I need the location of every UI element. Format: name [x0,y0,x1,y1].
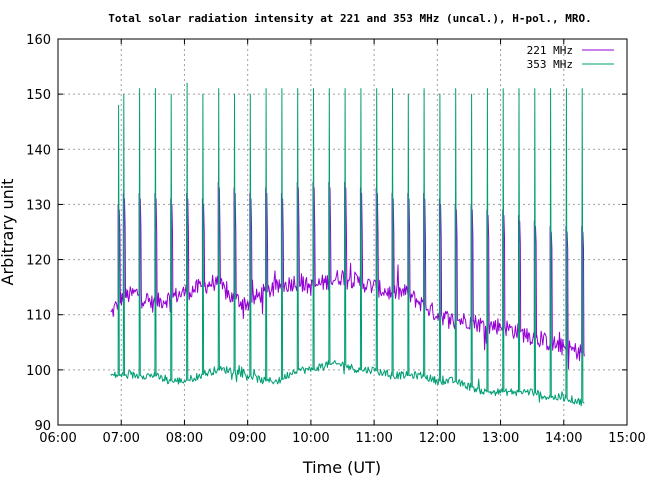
x-tick-label: 07:00 [102,431,139,446]
x-tick-label: 15:00 [608,431,645,446]
y-tick-label: 140 [26,143,51,158]
x-axis-label: Time (UT) [302,458,381,477]
x-tick-label: 06:00 [39,431,76,446]
chart-title: Total solar radiation intensity at 221 a… [108,12,591,25]
legend: 221 MHz 353 MHz [527,44,614,71]
y-tick-label: 100 [26,364,51,379]
plot-area [110,82,585,407]
y-tick-label: 90 [34,419,51,434]
y-tick-label: 120 [26,254,51,269]
x-tick-label: 10:00 [292,431,329,446]
y-tick-label: 160 [26,33,51,48]
y-tick-label: 130 [26,198,51,213]
grid [58,39,627,425]
y-axis-label: Arbitrary unit [0,179,17,286]
x-tick-label: 14:00 [545,431,582,446]
x-tick-label: 13:00 [482,431,519,446]
legend-label-221: 221 MHz [527,44,573,57]
series-line-221mhz [110,181,585,370]
y-tick-label: 110 [26,309,51,324]
y-tick-label: 150 [26,88,51,103]
axis-ticks: 06:00 07:00 08:00 09:00 10:00 11:00 12:00 13:00… [26,33,646,446]
x-tick-label: 12:00 [419,431,456,446]
x-tick-label: 11:00 [355,431,392,446]
series-line-353mhz [110,82,585,407]
plot-frame [57,38,628,426]
legend-label-353: 353 MHz [527,58,573,71]
x-tick-label: 09:00 [229,431,266,446]
x-tick-label: 08:00 [166,431,203,446]
